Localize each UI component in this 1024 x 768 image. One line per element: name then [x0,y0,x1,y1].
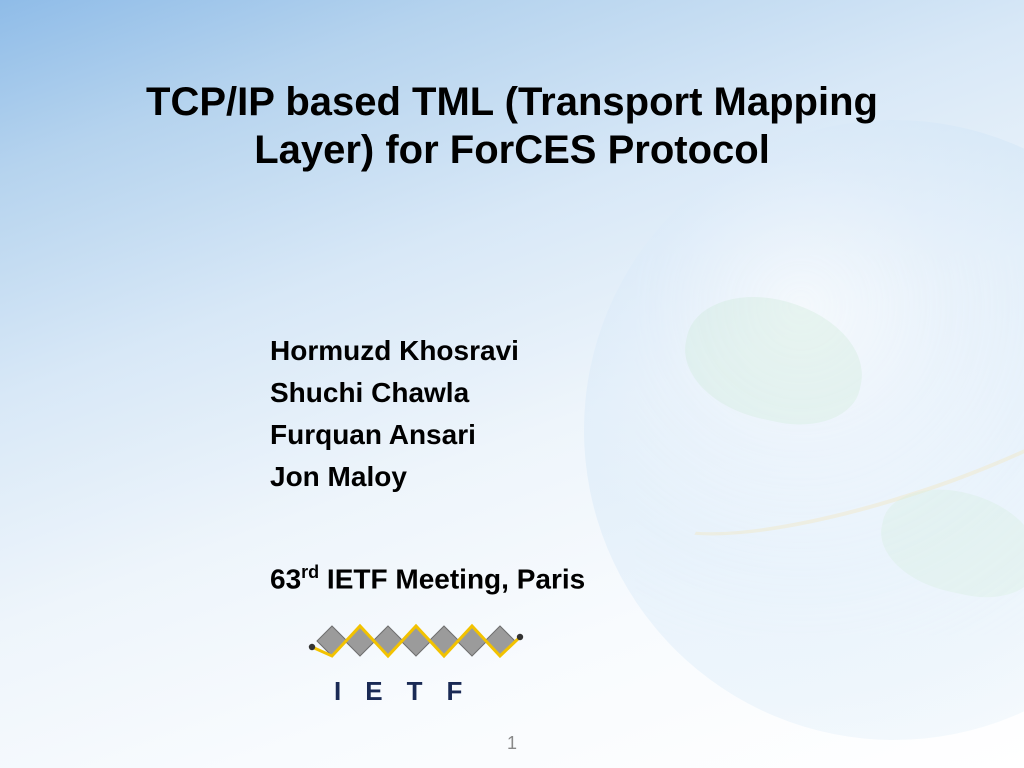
author-line: Shuchi Chawla [270,372,519,414]
ietf-logo-graphic [308,612,548,670]
meeting-number: 63 [270,563,301,594]
slide-title: TCP/IP based TML (Transport Mapping Laye… [0,78,1024,174]
author-line: Furquan Ansari [270,414,519,456]
author-list: Hormuzd Khosravi Shuchi Chawla Furquan A… [270,330,519,498]
meeting-ordinal: rd [301,562,319,582]
meeting-rest: IETF Meeting, Paris [319,563,585,594]
author-line: Jon Maloy [270,456,519,498]
author-line: Hormuzd Khosravi [270,330,519,372]
ietf-logo-text: IETF [308,676,548,707]
globe-background [584,120,1024,740]
ietf-logo: IETF [308,612,548,707]
meeting-line: 63rd IETF Meeting, Paris [270,562,585,595]
slide: TCP/IP based TML (Transport Mapping Laye… [0,0,1024,768]
page-number: 1 [0,733,1024,754]
